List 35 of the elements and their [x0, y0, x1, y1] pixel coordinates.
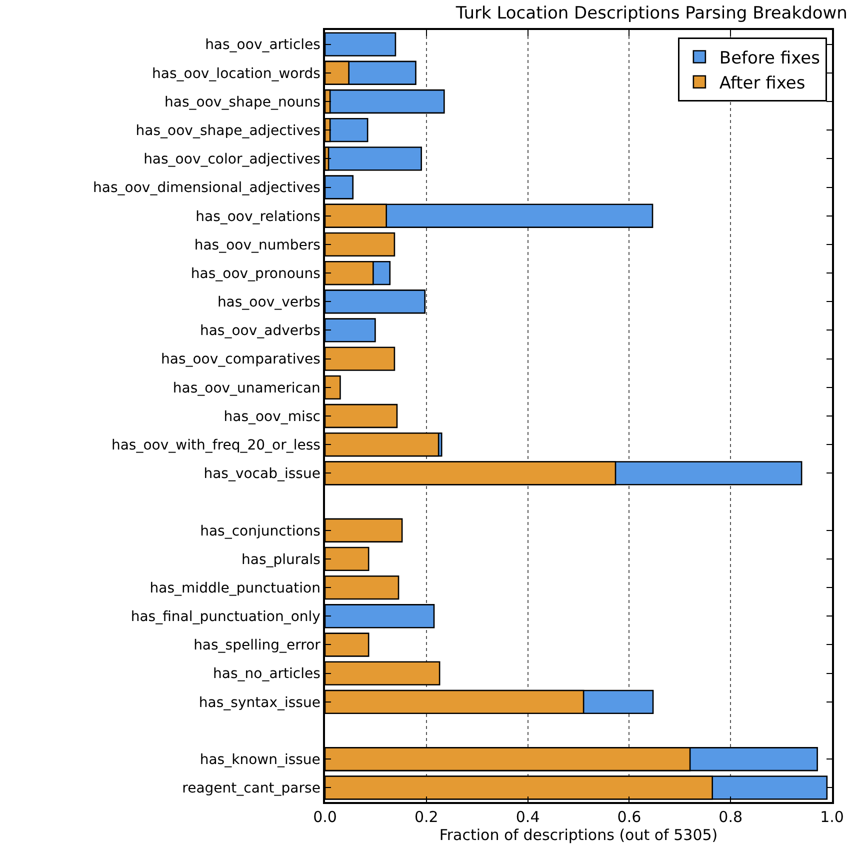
- y-tick-label: has_oov_pronouns: [190, 266, 320, 282]
- y-tick-label: has_oov_color_adjectives: [144, 152, 320, 168]
- legend-label: After fixes: [719, 74, 806, 94]
- y-tick-label: has_oov_shape_nouns: [164, 94, 320, 110]
- y-tick-label: has_oov_location_words: [152, 66, 320, 82]
- x-tick-label: 1.0: [820, 808, 844, 826]
- y-tick-label: has_oov_relations: [196, 208, 320, 225]
- x-tick-label: 0.4: [516, 808, 540, 826]
- y-tick-label: has_middle_punctuation: [150, 580, 320, 596]
- y-tick-label: reagent_cant_parse: [182, 780, 320, 797]
- x-tick-label: 0.8: [718, 808, 743, 826]
- y-tick-label: has_spelling_error: [194, 638, 321, 654]
- chart-title: Turk Location Descriptions Parsing Breakdown: [454, 4, 848, 24]
- x-axis-title: Fraction of descriptions (out of 5305): [439, 826, 718, 844]
- x-tick-label: 0.2: [414, 808, 438, 826]
- y-tick-label: has_oov_verbs: [217, 294, 320, 311]
- legend-label: Before fixes: [719, 48, 820, 68]
- y-tick-label: has_oov_numbers: [194, 237, 320, 254]
- y-tick-label: has_syntax_issue: [198, 694, 320, 711]
- y-tick-label: has_oov_dimensional_adjectives: [93, 180, 320, 196]
- y-tick-label: has_oov_shape_adjectives: [136, 122, 320, 139]
- x-tick-label: 0.0: [313, 808, 337, 826]
- y-tick-label: has_vocab_issue: [204, 466, 320, 482]
- x-tick-label: 0.6: [617, 808, 642, 826]
- y-tick-label: has_no_articles: [213, 666, 320, 682]
- y-tick-label: has_oov_misc: [224, 408, 320, 425]
- y-tick-label: has_oov_comparatives: [161, 352, 320, 368]
- y-tick-label: has_plurals: [242, 552, 320, 568]
- y-tick-label: has_oov_adverbs: [200, 323, 320, 340]
- y-tick-label: has_oov_with_freq_20_or_less: [111, 437, 320, 454]
- y-tick-label: has_oov_unamerican: [172, 380, 320, 396]
- y-tick-label: has_oov_articles: [205, 37, 320, 54]
- y-tick-label: has_known_issue: [200, 752, 320, 768]
- y-tick-label: has_final_punctuation_only: [130, 609, 320, 626]
- y-tick-label: has_conjunctions: [200, 523, 320, 540]
